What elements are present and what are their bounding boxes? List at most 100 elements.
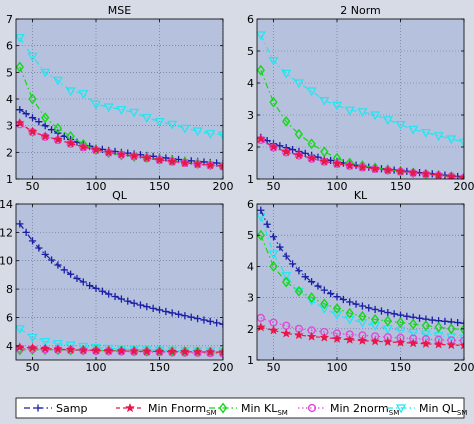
data-point-fnorm <box>332 333 342 343</box>
x-tick-label: 150 <box>149 361 170 374</box>
chart-title: MSE <box>108 4 131 17</box>
data-point-ql <box>27 333 38 343</box>
y-tick-label: 5 <box>247 229 254 242</box>
data-point-fnorm <box>16 117 25 128</box>
data-point-fnorm <box>370 336 380 346</box>
data-point-fnorm <box>205 160 216 170</box>
legend-box <box>15 397 465 419</box>
data-point-samp <box>358 302 367 310</box>
series-samp <box>257 206 464 327</box>
data-point-fnorm <box>344 160 355 170</box>
data-point-ql <box>40 337 51 347</box>
data-point-ql <box>268 57 279 66</box>
data-point-fnorm <box>129 151 139 161</box>
x-tick-label: 50 <box>26 180 40 193</box>
y-tick-label: 3 <box>247 109 254 122</box>
data-point-fnorm <box>167 346 177 356</box>
data-point-fnorm <box>78 345 89 355</box>
data-point-fnorm <box>192 346 203 356</box>
data-point-ql <box>319 97 330 106</box>
legend-item-kl: Min KLSM <box>209 402 288 417</box>
data-point-ql <box>65 87 76 97</box>
panel-2: 50 100 150 200 1 2 3 4 5 6 2 Norm <box>247 4 474 193</box>
series-line-twonorm <box>19 348 223 355</box>
legend-label: Min 2normSM <box>330 402 399 417</box>
y-tick-label: 1 <box>6 173 13 186</box>
data-point-fnorm <box>319 332 330 342</box>
x-tick-label: 50 <box>26 361 40 374</box>
data-point-ql <box>27 52 38 62</box>
data-point-kl <box>383 315 392 327</box>
data-point-fnorm <box>294 330 304 340</box>
series-fnorm <box>16 117 223 171</box>
data-point-fnorm <box>40 343 50 353</box>
x-tick-label: 200 <box>454 361 474 374</box>
data-point-samp <box>149 304 157 312</box>
data-point-ql <box>78 90 89 99</box>
data-point-ql <box>116 106 127 115</box>
data-point-fnorm <box>103 345 114 355</box>
series-fnorm <box>257 133 464 179</box>
x-tick-label: 150 <box>390 180 411 193</box>
data-point-samp <box>16 106 24 114</box>
plot-area <box>257 19 464 179</box>
data-point-ql <box>408 125 419 135</box>
x-tick-label: 200 <box>454 180 474 193</box>
data-point-fnorm <box>281 146 291 156</box>
data-point-fnorm <box>53 134 63 144</box>
y-tick-label: 2 <box>6 146 13 159</box>
data-point-fnorm <box>116 149 127 159</box>
data-point-fnorm <box>205 347 216 357</box>
data-point-kl <box>16 61 24 73</box>
data-point-samp <box>143 303 151 311</box>
data-point-samp <box>105 290 113 298</box>
y-tick-label: 4 <box>6 93 13 106</box>
series-line-kl <box>19 66 223 167</box>
y-tick-label: 2 <box>247 141 254 154</box>
data-point-samp <box>124 297 132 305</box>
series-line-ql <box>19 328 223 352</box>
data-point-fnorm <box>459 172 464 179</box>
data-point-fnorm <box>357 162 368 172</box>
data-point-samp <box>314 282 322 290</box>
data-point-fnorm <box>421 168 431 178</box>
data-point-kl <box>282 276 291 288</box>
plot-area <box>16 204 223 360</box>
data-point-samp <box>213 319 221 327</box>
legend-label-subscript: SM <box>206 409 216 417</box>
data-point-ql <box>90 100 102 110</box>
data-point-ql <box>52 76 63 86</box>
data-point-ql <box>257 31 266 41</box>
data-point-samp <box>111 292 119 301</box>
data-point-fnorm <box>421 338 431 348</box>
legend-marker-fnorm <box>125 402 135 413</box>
data-point-samp <box>174 310 183 318</box>
data-point-samp <box>257 206 265 214</box>
series-ql <box>257 31 464 148</box>
y-tick-label: 1 <box>247 354 254 367</box>
data-point-fnorm <box>129 346 139 356</box>
data-point-samp <box>73 274 81 283</box>
data-point-fnorm <box>433 170 444 179</box>
legend-label-subscript: SM <box>277 409 287 417</box>
data-point-kl <box>358 310 367 322</box>
legend-label: Min KLSM <box>241 402 288 417</box>
data-point-ql <box>306 87 317 97</box>
data-point-kl <box>421 320 431 332</box>
x-tick-label: 200 <box>213 180 234 193</box>
legend-item-twonorm: Min 2normSM <box>298 402 399 417</box>
y-tick-label: 5 <box>247 45 254 58</box>
series-line-ql <box>260 216 464 339</box>
data-point-kl <box>307 138 316 150</box>
data-point-samp <box>41 122 49 130</box>
legend-label: Min QLSM <box>419 402 467 417</box>
data-point-samp <box>60 266 68 274</box>
data-point-samp <box>454 318 462 327</box>
data-point-samp <box>320 286 328 294</box>
panel-4: 50 100 150 200 1 2 3 4 5 6 KL <box>247 189 474 374</box>
data-point-fnorm <box>408 167 418 177</box>
data-point-samp <box>390 310 398 318</box>
data-point-samp <box>460 319 464 327</box>
data-point-samp <box>219 320 223 328</box>
data-point-ql <box>16 325 25 335</box>
